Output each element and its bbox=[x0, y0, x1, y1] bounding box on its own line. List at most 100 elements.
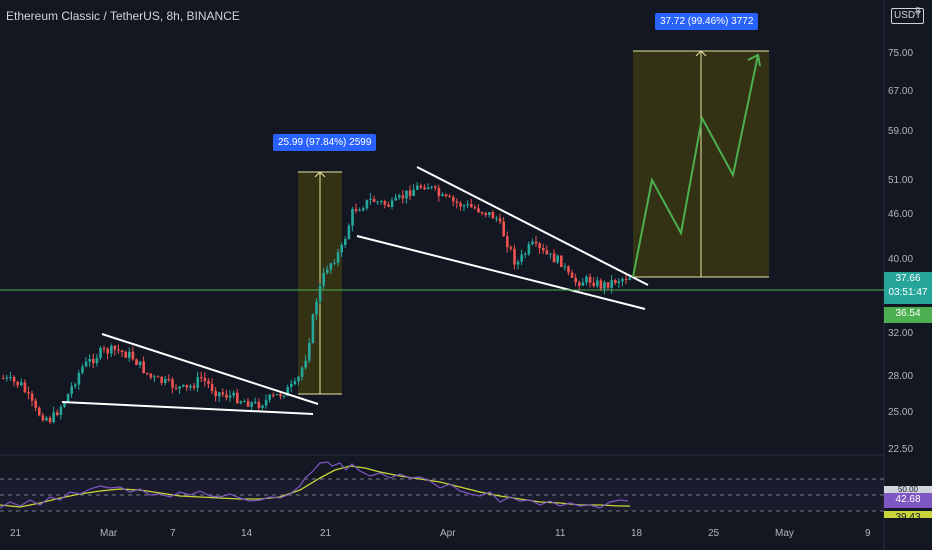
candle-body bbox=[99, 347, 102, 358]
candle-body bbox=[282, 395, 286, 397]
trendline-lower-2[interactable] bbox=[356, 235, 646, 310]
candle-body bbox=[617, 281, 621, 284]
candle-body bbox=[354, 209, 358, 211]
candle-body bbox=[293, 381, 297, 385]
measure-range-2[interactable] bbox=[633, 50, 769, 278]
candle-body bbox=[41, 415, 45, 421]
candle-body bbox=[95, 357, 99, 364]
time-tick: 7 bbox=[170, 528, 176, 539]
projection-path[interactable] bbox=[632, 54, 759, 278]
measure-callout-1[interactable]: 25.99 (97.84%) 2599 bbox=[273, 134, 377, 151]
candle-body bbox=[390, 200, 394, 207]
candle-body bbox=[12, 377, 16, 382]
measure-range-1[interactable] bbox=[298, 171, 342, 395]
candle-body bbox=[268, 394, 271, 400]
current-price-value: 37.66 bbox=[895, 273, 921, 284]
candle-body bbox=[502, 221, 505, 237]
candle-body bbox=[426, 187, 430, 190]
candle-body bbox=[9, 377, 12, 379]
trendline-upper-1[interactable] bbox=[101, 333, 319, 405]
candle-body bbox=[491, 212, 495, 219]
candle-body bbox=[322, 272, 325, 286]
candle-body bbox=[66, 393, 70, 403]
candle-body bbox=[336, 252, 340, 263]
price-axis-top-tick: 8 bbox=[915, 6, 921, 17]
candle-body bbox=[498, 218, 502, 222]
currency-unit-button[interactable]: USDT bbox=[891, 8, 925, 24]
time-tick: 18 bbox=[631, 528, 643, 539]
candle-body bbox=[520, 254, 523, 262]
candle-body bbox=[444, 194, 448, 197]
candle-body bbox=[92, 358, 95, 364]
candle-body bbox=[38, 407, 41, 416]
price-tick: 40.00 bbox=[888, 254, 914, 265]
candle-body bbox=[178, 386, 181, 389]
candle-body bbox=[470, 204, 473, 208]
candle-body bbox=[232, 392, 235, 396]
candle-body bbox=[581, 282, 585, 286]
candle-body bbox=[27, 392, 30, 394]
candle-body bbox=[174, 387, 178, 389]
candle-body bbox=[214, 390, 217, 397]
candle-body bbox=[77, 372, 81, 385]
candle-body bbox=[81, 366, 84, 373]
candle-body bbox=[257, 401, 261, 408]
candle-body bbox=[113, 345, 117, 350]
candle-body bbox=[74, 384, 77, 387]
candle-body bbox=[311, 314, 315, 343]
candle-body bbox=[477, 208, 480, 213]
time-tick: May bbox=[775, 528, 794, 539]
candle-body bbox=[347, 225, 351, 240]
candle-body bbox=[599, 280, 603, 289]
candle-body bbox=[434, 186, 437, 188]
candle-body bbox=[509, 247, 513, 249]
candle-body bbox=[416, 185, 419, 190]
candle-body bbox=[149, 373, 153, 378]
time-tick: 14 bbox=[241, 528, 253, 539]
candle-body bbox=[16, 381, 19, 386]
candle-body bbox=[516, 261, 520, 265]
candle-body bbox=[264, 399, 268, 406]
candle-body bbox=[192, 386, 196, 388]
candle-body bbox=[56, 412, 59, 416]
candle-body bbox=[527, 244, 531, 254]
candle-body bbox=[459, 203, 462, 207]
candle-body bbox=[362, 208, 365, 211]
candle-body bbox=[372, 198, 376, 202]
time-tick: Mar bbox=[100, 528, 118, 539]
price-tick: 46.00 bbox=[888, 209, 914, 220]
bar-countdown: 03:51:47 bbox=[888, 287, 928, 298]
time-tick: 25 bbox=[708, 528, 720, 539]
candle-body bbox=[405, 190, 408, 199]
candle-body bbox=[574, 277, 577, 283]
candle-body bbox=[218, 392, 221, 397]
candle-body bbox=[300, 367, 304, 377]
candle-body bbox=[196, 377, 199, 388]
rsi-value-tag: 42.68 bbox=[884, 493, 932, 508]
candle-body bbox=[88, 358, 91, 362]
candle-body bbox=[182, 384, 185, 387]
candle-body bbox=[412, 189, 415, 196]
candle-body bbox=[419, 185, 423, 188]
candle-body bbox=[351, 209, 354, 226]
candle-body bbox=[329, 263, 333, 270]
candle-body bbox=[297, 376, 300, 382]
time-tick: 21 bbox=[10, 528, 22, 539]
price-marker-tag: 36.54 bbox=[884, 307, 932, 323]
candle-body bbox=[596, 280, 599, 287]
candle-body bbox=[246, 401, 250, 407]
trendline-lower-1[interactable] bbox=[61, 401, 314, 415]
candle-body bbox=[380, 201, 383, 203]
candle-body bbox=[538, 243, 541, 249]
candle-body bbox=[138, 361, 142, 366]
trendline-upper-2[interactable] bbox=[416, 166, 649, 286]
chart-title: Ethereum Classic / TetherUS, 8h, BINANCE bbox=[6, 9, 240, 23]
candle-body bbox=[189, 386, 192, 388]
candle-body bbox=[437, 187, 441, 197]
rsi-ma-tag: 39.43 bbox=[884, 511, 932, 518]
candle-body bbox=[63, 402, 66, 407]
candle-body bbox=[531, 241, 534, 245]
measure-callout-2[interactable]: 37.72 (99.46%) 3772 bbox=[655, 13, 759, 30]
candle-body bbox=[221, 392, 225, 395]
